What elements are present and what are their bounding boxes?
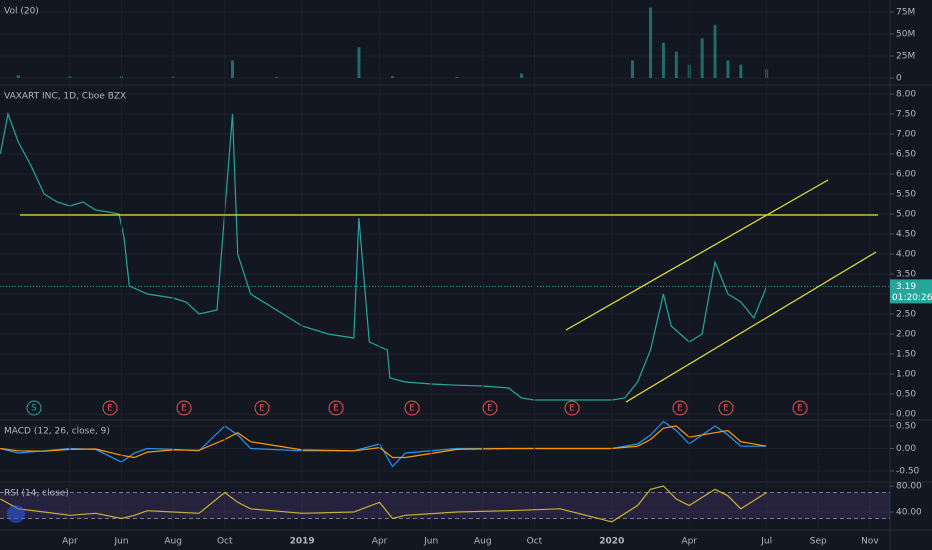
x-tick-label: Oct	[217, 537, 233, 547]
volume-bar	[520, 73, 524, 79]
event-marker	[672, 400, 688, 416]
last-price-label: 3.19	[896, 282, 916, 292]
volume-bar	[16, 75, 20, 79]
volume-bar	[713, 25, 717, 79]
y-tick-label: 25M	[896, 51, 915, 61]
panel-title: MACD (12, 26, close, 9)	[4, 427, 110, 437]
event-label: E	[107, 404, 113, 414]
channel-line	[625, 251, 877, 403]
event-label: E	[723, 404, 729, 414]
series-line	[0, 111, 768, 401]
event-marker	[404, 400, 420, 416]
event-label: E	[333, 404, 339, 414]
volume-bar	[357, 47, 361, 79]
volume-bar	[726, 60, 730, 79]
event-marker	[718, 400, 734, 416]
countdown-label: 01:20:26	[892, 293, 932, 303]
y-tick-label: 40.00	[896, 508, 922, 518]
last-price-box	[890, 279, 932, 304]
event-marker	[26, 400, 42, 416]
y-tick-label: 0.50	[896, 421, 916, 431]
volume-bar	[230, 60, 234, 79]
event-marker	[176, 400, 192, 416]
event-marker	[328, 400, 344, 416]
x-tick-label: Aug	[164, 537, 182, 547]
volume-bar	[455, 77, 459, 79]
y-tick-label: 5.50	[896, 190, 916, 200]
event-label: E	[677, 404, 683, 414]
event-marker	[254, 400, 270, 416]
y-tick-label: 4.50	[896, 230, 916, 240]
event-label: E	[181, 404, 187, 414]
event-marker	[564, 400, 580, 416]
event-label: E	[259, 404, 265, 414]
x-tick-label: Sep	[810, 537, 827, 547]
y-tick-label: 8.00	[896, 90, 916, 100]
volume-bar	[649, 7, 653, 79]
volume-bar	[661, 42, 665, 79]
volume-bar	[674, 51, 678, 79]
volume-bar	[700, 38, 704, 79]
x-tick-label: Jun	[114, 537, 129, 547]
x-tick-label: Jul	[760, 537, 772, 547]
panel-title: RSI (14, close)	[4, 489, 69, 499]
event-label: E	[797, 404, 803, 414]
event-label: S	[31, 404, 37, 414]
panel-title: VAXART INC, 1D, Cboe BZX	[4, 92, 126, 102]
y-tick-label: 2.00	[896, 330, 916, 340]
x-tick-label: Aug	[474, 537, 492, 547]
volume-bar	[739, 64, 743, 79]
volume-bar	[390, 76, 394, 79]
volume-bar	[274, 77, 278, 79]
rsi-band	[0, 492, 890, 519]
y-tick-label: 0.00	[896, 410, 916, 420]
y-tick-label: 2.50	[896, 310, 916, 320]
y-tick-label: 0.00	[896, 444, 916, 454]
x-tick-label: Apr	[681, 537, 697, 547]
x-tick-label: Jun	[423, 537, 438, 547]
x-tick-label: Apr	[372, 537, 388, 547]
panel-title: Vol (20)	[4, 7, 39, 17]
y-tick-label: 4.00	[896, 250, 916, 260]
series-line	[0, 485, 768, 523]
logo[interactable]	[7, 505, 25, 523]
volume-bar	[630, 60, 634, 79]
y-tick-label: 5.00	[896, 210, 916, 220]
y-tick-label: 0.50	[896, 390, 916, 400]
y-tick-label: 6.00	[896, 170, 916, 180]
y-tick-label: 50M	[896, 29, 915, 39]
y-tick-label: 3.50	[896, 270, 916, 280]
x-tick-label: Oct	[527, 537, 543, 547]
y-tick-label: 80.00	[896, 482, 922, 492]
event-label: E	[569, 404, 575, 414]
y-tick-label: -0.50	[896, 467, 920, 477]
plot-layer	[0, 7, 890, 523]
y-tick-label: 1.50	[896, 350, 916, 360]
x-tick-label: Nov	[861, 537, 879, 547]
x-tick-label: 2019	[290, 537, 315, 547]
y-tick-label: 7.00	[896, 130, 916, 140]
event-label: E	[487, 404, 493, 414]
y-tick-label: 7.50	[896, 110, 916, 120]
y-tick-label: 75M	[896, 7, 915, 17]
y-tick-label: 0	[896, 74, 902, 84]
event-marker	[102, 400, 118, 416]
event-marker	[792, 400, 808, 416]
x-tick-label: 2020	[599, 537, 624, 547]
y-tick-label: 6.50	[896, 150, 916, 160]
x-tick-label: Apr	[62, 537, 78, 547]
channel-line	[565, 179, 829, 331]
event-marker	[482, 400, 498, 416]
y-tick-label: 1.00	[896, 370, 916, 380]
event-label: E	[409, 404, 415, 414]
